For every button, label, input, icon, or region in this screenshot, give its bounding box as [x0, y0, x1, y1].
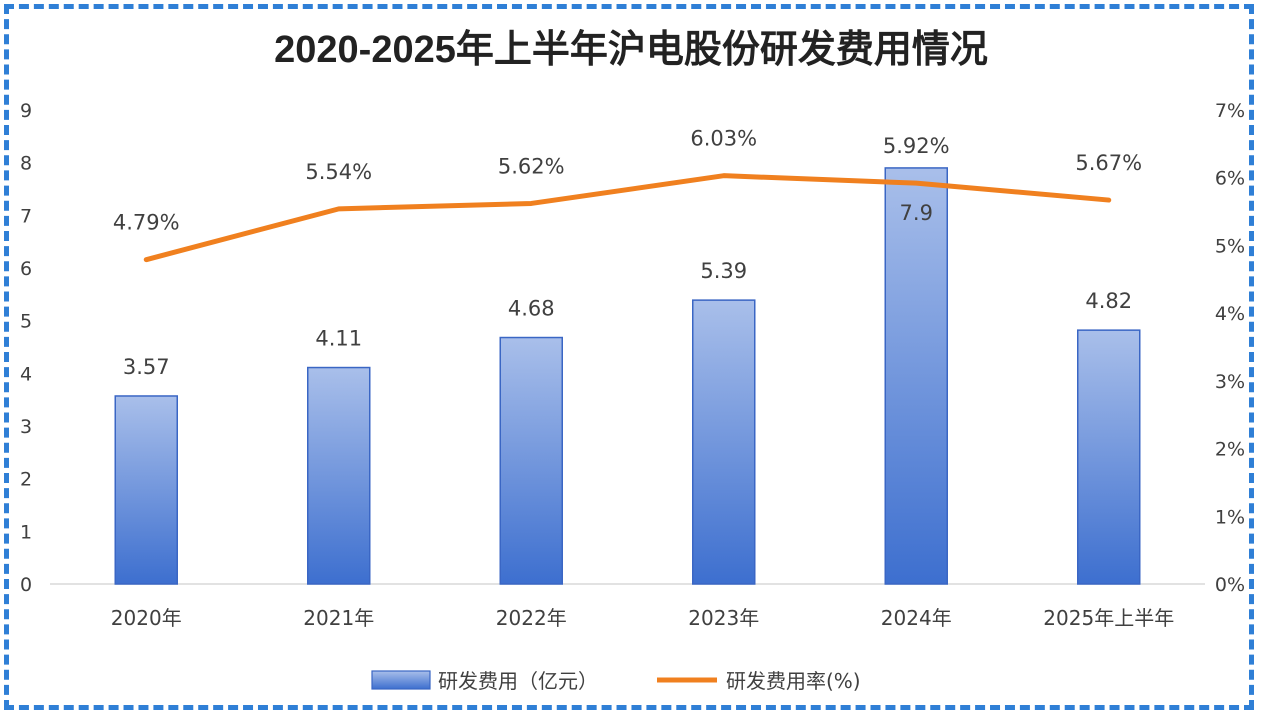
y-left-tick-label: 1 — [20, 521, 32, 543]
bar — [692, 299, 756, 585]
bar — [884, 167, 948, 585]
x-tick-label: 2023年 — [688, 606, 759, 630]
dashed-frame — [4, 4, 1254, 710]
chart-title: 2020-2025年上半年沪电股份研发费用情况 — [274, 29, 988, 71]
bar-data-label: 3.57 — [123, 355, 170, 379]
line-layer — [143, 173, 1112, 263]
line-data-label: 6.03% — [690, 127, 757, 151]
y-right-tick-label: 0% — [1215, 574, 1245, 596]
y-left-tick-label: 5 — [20, 311, 32, 333]
bar — [499, 336, 563, 585]
bar-data-label: 4.68 — [508, 297, 555, 321]
line-data-label: 4.79% — [113, 211, 180, 235]
y-left-tick-label: 8 — [20, 153, 32, 175]
y-right-tick-label: 3% — [1215, 371, 1245, 393]
bar-data-label: 5.39 — [700, 259, 747, 283]
y-right-tick-label: 4% — [1215, 303, 1245, 325]
bar — [307, 366, 371, 585]
bars-layer — [114, 167, 1141, 585]
bar — [114, 395, 178, 585]
axes-layer: 0 1 2 3 4 5 6 7 8 9 0% 1% 2% 3% 4% 5% 6% 7% 2020年 2021年 2022… — [20, 100, 1245, 630]
x-tick-label: 2021年 — [303, 606, 374, 630]
bar-data-label: 4.82 — [1085, 289, 1132, 313]
x-tick-label: 2020年 — [111, 606, 182, 630]
legend-line-label: 研发费用率(%) — [726, 669, 861, 693]
legend-bar-swatch — [371, 670, 431, 690]
line-data-label: 5.54% — [305, 160, 372, 184]
series-line — [143, 173, 1112, 263]
y-left-tick-label: 6 — [20, 258, 32, 280]
y-left-tick-label: 7 — [20, 205, 32, 227]
bar-data-label: 7.9 — [900, 201, 933, 225]
y-left-tick-label: 4 — [20, 363, 32, 385]
y-right-tick-label: 1% — [1215, 506, 1245, 528]
x-tick-label: 2025年上半年 — [1043, 606, 1174, 630]
bar — [1077, 329, 1141, 585]
y-right-tick-label: 2% — [1215, 439, 1245, 461]
y-right-tick-label: 7% — [1215, 100, 1245, 122]
legend: 研发费用（亿元） 研发费用率(%) — [371, 669, 861, 693]
y-left-tick-label: 9 — [20, 100, 32, 122]
x-tick-label: 2022年 — [496, 606, 567, 630]
line-data-label: 5.67% — [1075, 151, 1142, 175]
y-left-tick-label: 3 — [20, 416, 32, 438]
x-tick-label: 2024年 — [881, 606, 952, 630]
labels-layer: 3.57 4.11 4.68 5.39 7.9 4.82 4.79% 5.54% 5.62% 6.… — [113, 127, 1142, 379]
y-left-tick-label: 2 — [20, 469, 32, 491]
legend-bar-label: 研发费用（亿元） — [438, 669, 598, 693]
line-data-label: 5.92% — [883, 134, 950, 158]
bar-data-label: 4.11 — [315, 327, 362, 351]
y-left-tick-label: 0 — [20, 574, 32, 596]
line-data-label: 5.62% — [498, 154, 565, 178]
y-right-tick-label: 5% — [1215, 235, 1245, 257]
y-right-tick-label: 6% — [1215, 168, 1245, 190]
